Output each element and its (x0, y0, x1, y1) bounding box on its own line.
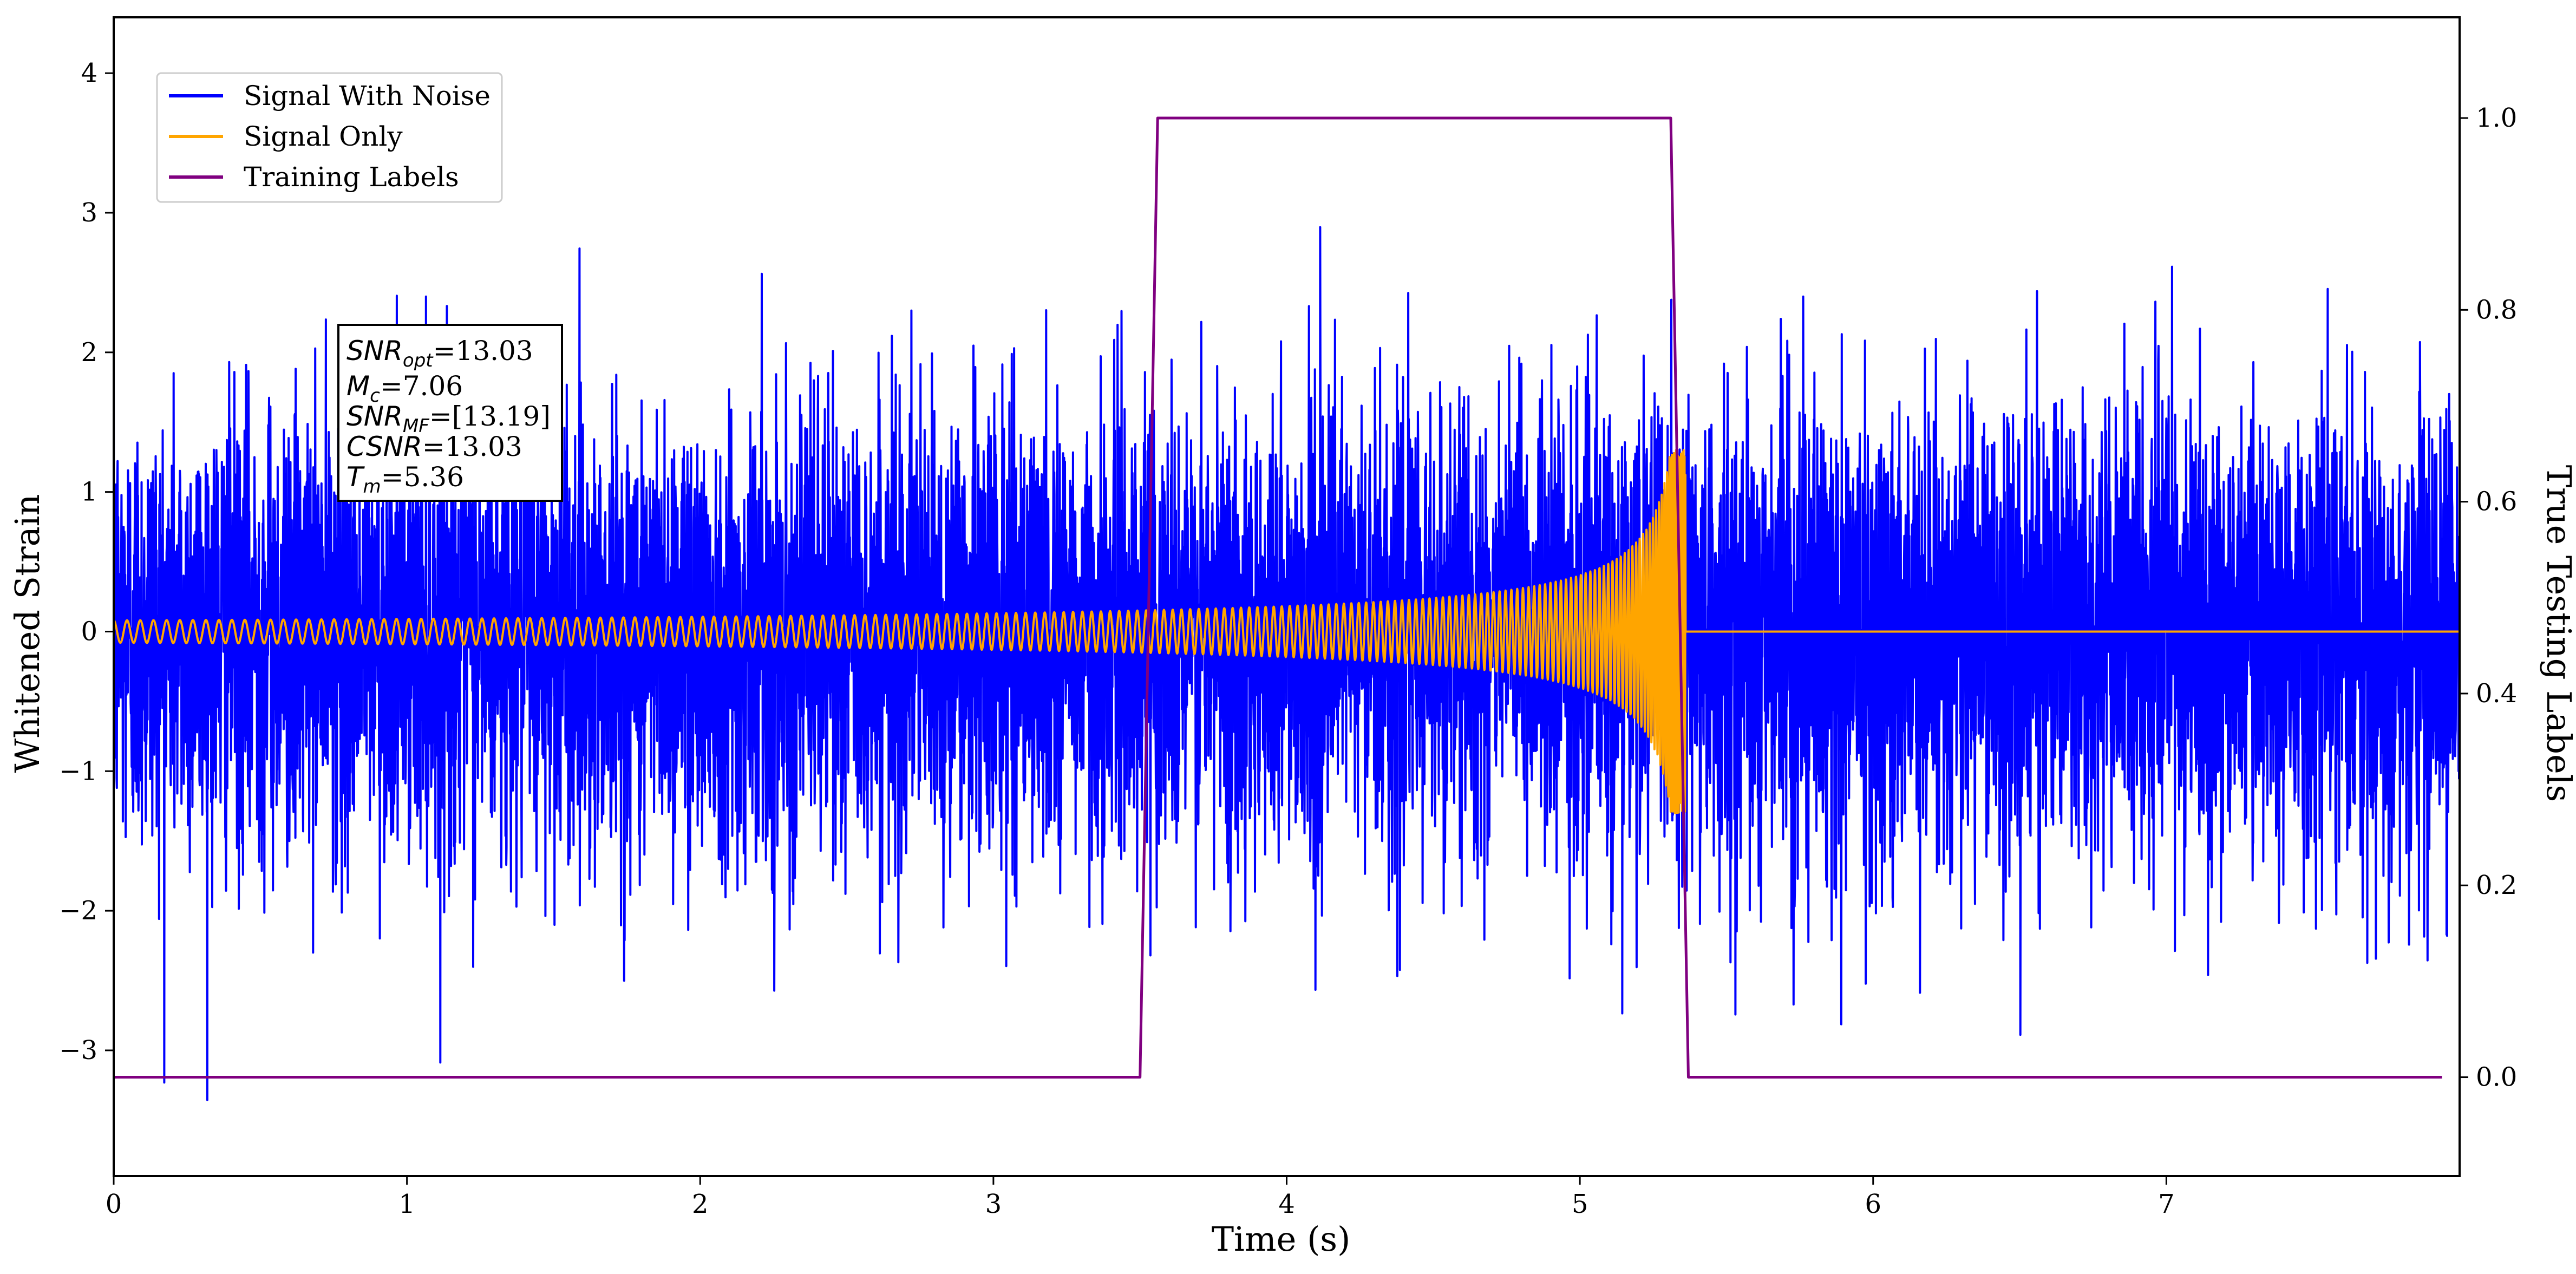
x-tick-label: 6 (1865, 1189, 1881, 1219)
x-tick-label: 2 (692, 1189, 709, 1219)
legend-label-training-labels: Training Labels (244, 161, 459, 193)
series-layer (113, 116, 2461, 1101)
y-tick-label: 2 (81, 337, 97, 368)
legend-box (156, 72, 503, 203)
x-tick-label: 5 (1572, 1189, 1588, 1219)
y-tick-label: −2 (59, 896, 97, 926)
y2-axis-label: True Testing Labels (2539, 465, 2576, 802)
y2-tick-label: 0.4 (2476, 678, 2517, 709)
legend-label-signal-with-noise: Signal With Noise (244, 80, 491, 112)
y-tick-label: −3 (59, 1035, 97, 1066)
x-tick-label: 7 (2158, 1189, 2175, 1219)
annotation-mc: Mc=7.06 (346, 370, 463, 407)
y2-tick-label: 0.8 (2476, 295, 2517, 325)
x-tick-label: 3 (985, 1189, 1002, 1219)
legend: Signal With Noise Signal Only Training L… (156, 72, 503, 203)
y2-tick-label: 0.0 (2476, 1062, 2517, 1093)
legend-item-signal-only: Signal Only (169, 121, 403, 152)
annotation-box: SNRopt=13.03 Mc=7.06 SNRMF=[13.19] CSNR=… (337, 324, 563, 502)
legend-item-signal-with-noise: Signal With Noise (169, 80, 491, 112)
series-line-training-labels (114, 116, 2442, 1079)
y-tick-label: 4 (81, 58, 97, 88)
y-axis-ticks: −3 −2 −1 0 1 2 3 4 (59, 58, 114, 1066)
x-axis-label: Time (s) (1212, 1219, 1351, 1259)
annotation-csnr: CSNR=13.03 (346, 431, 522, 462)
y2-axis-ticks: 0.0 0.2 0.4 0.6 0.8 1.0 (2460, 103, 2517, 1093)
series-line-signal-with-noise (113, 226, 2461, 1101)
y2-tick-label: 0.6 (2476, 487, 2517, 517)
y-tick-label: 1 (81, 477, 97, 507)
y2-tick-label: 1.0 (2476, 103, 2517, 133)
x-tick-label: 4 (1278, 1189, 1295, 1219)
annotation-frame (337, 324, 563, 502)
y-tick-label: 3 (81, 198, 97, 228)
y-tick-label: −1 (59, 756, 97, 786)
x-axis-ticks: 0 1 2 3 4 5 6 7 (106, 1176, 2175, 1219)
x-tick-label: 0 (106, 1189, 122, 1219)
annotation-tm: Tm=5.36 (346, 461, 464, 498)
series-line-signal-only (113, 449, 2461, 814)
y-axis-label: Whitened Strain (8, 494, 47, 773)
y-tick-label: 0 (81, 616, 97, 646)
legend-label-signal-only: Signal Only (244, 121, 403, 152)
legend-item-training-labels: Training Labels (169, 161, 459, 193)
y2-tick-label: 0.2 (2476, 870, 2517, 900)
x-tick-label: 1 (398, 1189, 415, 1219)
annotation-snr-mf: SNRMF=[13.19] (346, 401, 551, 437)
annotation-snr-opt: SNRopt=13.03 (346, 335, 533, 371)
